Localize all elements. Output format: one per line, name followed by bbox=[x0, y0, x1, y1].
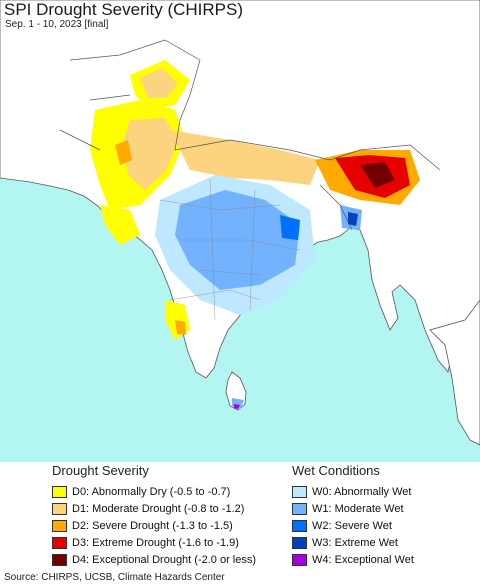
drought-legend: Drought Severity D0: Abnormally Dry (-0.… bbox=[52, 463, 256, 568]
w4-sri-lanka bbox=[234, 404, 240, 409]
legend-label-w1: W1: Moderate Wet bbox=[312, 502, 404, 515]
state-borders bbox=[159, 179, 301, 321]
legend-label-d0: D0: Abnormally Dry (-0.5 to -0.7) bbox=[72, 485, 231, 498]
legend-item-d4: D4: Exceptional Drought (-2.0 or less) bbox=[52, 551, 256, 568]
legend-item-w1: W1: Moderate Wet bbox=[292, 500, 414, 517]
legend: Drought Severity D0: Abnormally Dry (-0.… bbox=[0, 463, 480, 573]
d4-northeast bbox=[360, 162, 395, 188]
d0-gujarat bbox=[100, 205, 140, 245]
swatch-d1 bbox=[52, 502, 67, 515]
legend-item-w2: W2: Severe Wet bbox=[292, 517, 414, 534]
legend-label-d3: D3: Extreme Drought (-1.6 to -1.9) bbox=[72, 536, 239, 549]
d2-south bbox=[175, 320, 186, 335]
swatch-w3 bbox=[292, 536, 307, 549]
d1-pakistan bbox=[122, 118, 178, 190]
w3-bay bbox=[348, 212, 358, 226]
legend-item-w0: W0: Abnormally Wet bbox=[292, 483, 414, 500]
swatch-w4 bbox=[292, 553, 307, 566]
legend-label-d4: D4: Exceptional Drought (-2.0 or less) bbox=[72, 553, 257, 566]
drought-map bbox=[0, 0, 480, 462]
swatch-w1 bbox=[292, 502, 307, 515]
legend-item-w3: W3: Extreme Wet bbox=[292, 534, 414, 551]
w2-central bbox=[280, 215, 300, 240]
legend-item-d1: D1: Moderate Drought (-0.8 to -1.2) bbox=[52, 500, 256, 517]
legend-item-d3: D3: Extreme Drought (-1.6 to -1.9) bbox=[52, 534, 256, 551]
map-subtitle: Sep. 1 - 10, 2023 [final] bbox=[5, 19, 109, 30]
wet-legend: Wet Conditions W0: Abnormally Wet W1: Mo… bbox=[292, 463, 414, 568]
legend-label-w0: W0: Abnormally Wet bbox=[312, 485, 412, 498]
legend-label-w4: W4: Exceptional Wet bbox=[312, 553, 414, 566]
d1-afghanistan bbox=[140, 68, 178, 98]
map-title: SPI Drought Severity (CHIRPS) bbox=[4, 0, 244, 19]
legend-label-d2: D2: Severe Drought (-1.3 to -1.5) bbox=[72, 519, 233, 532]
legend-item-d2: D2: Severe Drought (-1.3 to -1.5) bbox=[52, 517, 256, 534]
swatch-w0 bbox=[292, 485, 307, 498]
country-borders bbox=[59, 39, 441, 231]
d2-pakistan bbox=[115, 140, 132, 165]
swatch-d0 bbox=[52, 485, 67, 498]
drought-legend-heading: Drought Severity bbox=[52, 463, 149, 478]
swatch-d4 bbox=[52, 553, 67, 566]
legend-label-w3: W3: Extreme Wet bbox=[312, 536, 398, 549]
source-credit: Source: CHIRPS, UCSB, Climate Hazards Ce… bbox=[4, 572, 225, 583]
legend-label-d1: D1: Moderate Drought (-0.8 to -1.2) bbox=[72, 502, 245, 515]
legend-item-w4: W4: Exceptional Wet bbox=[292, 551, 414, 568]
swatch-w2 bbox=[292, 519, 307, 532]
swatch-d2 bbox=[52, 519, 67, 532]
land-southeast bbox=[429, 299, 480, 446]
legend-item-d0: D0: Abnormally Dry (-0.5 to -0.7) bbox=[52, 483, 256, 500]
swatch-d3 bbox=[52, 536, 67, 549]
legend-label-w2: W2: Severe Wet bbox=[312, 519, 392, 532]
wet-legend-heading: Wet Conditions bbox=[292, 463, 380, 478]
